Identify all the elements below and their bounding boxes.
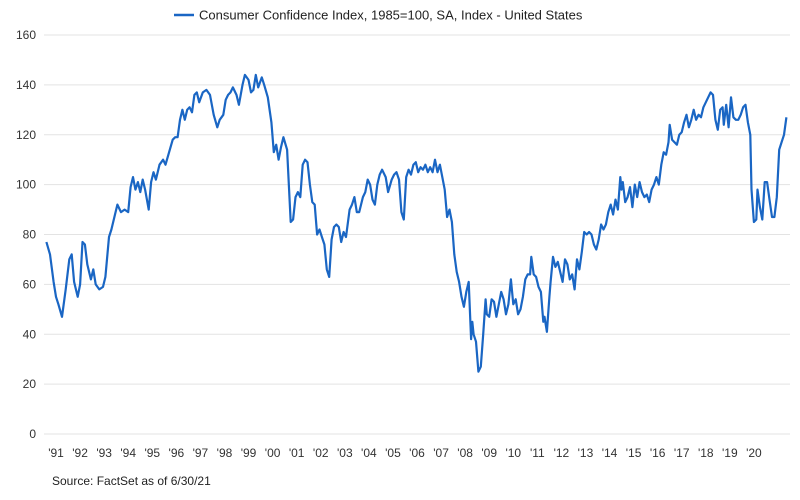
- x-tick-label: '04: [361, 446, 377, 460]
- x-tick-label: '01: [289, 446, 305, 460]
- x-tick-label: '20: [746, 446, 762, 460]
- x-tick-label: '11: [530, 446, 545, 460]
- x-tick-label: '00: [265, 446, 281, 460]
- x-tick-label: '96: [169, 446, 185, 460]
- x-tick-label: '95: [144, 446, 160, 460]
- x-tick-label: '91: [48, 446, 64, 460]
- x-tick-label: '93: [96, 446, 112, 460]
- x-tick-label: '19: [722, 446, 738, 460]
- x-tick-label: '09: [481, 446, 497, 460]
- y-tick-label: 0: [29, 427, 36, 441]
- y-tick-label: 120: [16, 128, 36, 142]
- x-tick-label: '08: [457, 446, 473, 460]
- y-tick-label: 80: [23, 228, 37, 242]
- y-tick-label: 140: [16, 78, 36, 92]
- x-tick-label: '97: [193, 446, 209, 460]
- grid-lines: [44, 34, 790, 435]
- x-axis-ticks: '91 '92 '93 '94 '95 '96 '97 '98 '99 '00 '01 '02 '03 '…: [48, 446, 762, 460]
- x-tick-label: '99: [241, 446, 257, 460]
- series-lines: [45, 73, 788, 373]
- legend-label: Consumer Confidence Index, 1985=100, SA,…: [199, 8, 583, 23]
- source-note: Source: FactSet as of 6/30/21: [52, 474, 211, 488]
- y-tick-label: 40: [23, 327, 37, 341]
- x-tick-label: '02: [313, 446, 329, 460]
- x-tick-label: '94: [120, 446, 136, 460]
- y-tick-label: 160: [16, 28, 36, 42]
- x-tick-label: '10: [505, 446, 521, 460]
- y-tick-label: 60: [23, 277, 37, 291]
- x-tick-label: '07: [433, 446, 449, 460]
- x-tick-label: '03: [337, 446, 353, 460]
- x-tick-label: '14: [602, 446, 618, 460]
- x-tick-label: '18: [698, 446, 714, 460]
- x-tick-label: '92: [72, 446, 88, 460]
- series-line-0: [45, 73, 788, 373]
- x-tick-label: '12: [554, 446, 570, 460]
- legend: Consumer Confidence Index, 1985=100, SA,…: [174, 8, 583, 23]
- y-tick-label: 20: [23, 377, 37, 391]
- x-tick-label: '98: [217, 446, 233, 460]
- y-axis-ticks: 0 20 40 60 80 100 120 140 160: [16, 28, 36, 441]
- x-tick-label: '17: [674, 446, 690, 460]
- x-tick-label: '06: [409, 446, 425, 460]
- x-tick-label: '16: [650, 446, 666, 460]
- x-tick-label: '05: [385, 446, 401, 460]
- y-tick-label: 100: [16, 178, 36, 192]
- x-tick-label: '15: [626, 446, 642, 460]
- x-tick-label: '13: [578, 446, 594, 460]
